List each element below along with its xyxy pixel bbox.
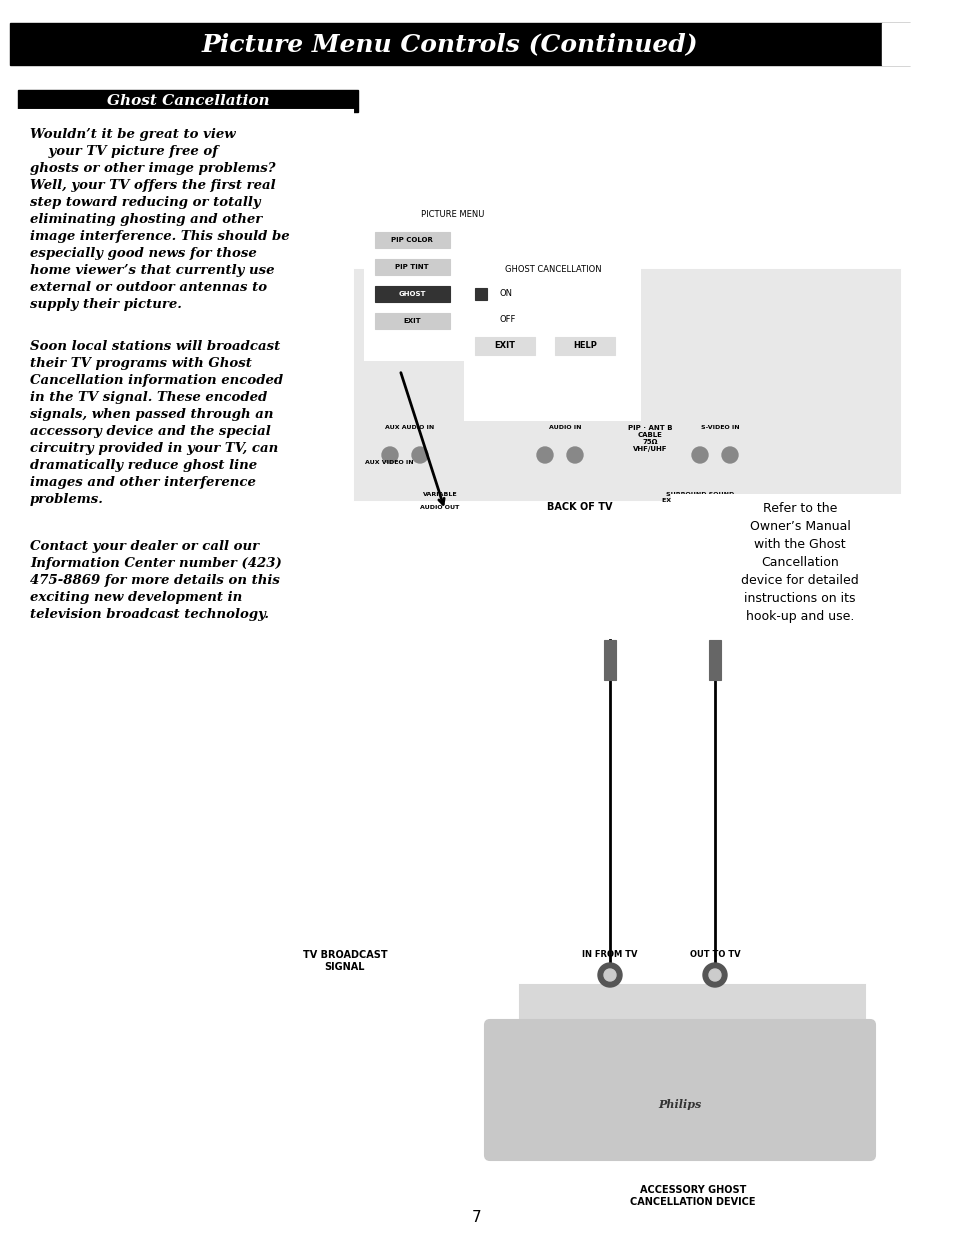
Text: AUX AUDIO IN: AUX AUDIO IN — [385, 425, 435, 430]
Text: HELP: HELP — [573, 342, 597, 351]
Text: Contact your dealer or call our
Information Center number (423)
475-8869 for mor: Contact your dealer or call our Informat… — [30, 540, 281, 621]
Text: AUDIO IN: AUDIO IN — [548, 425, 580, 430]
Bar — [708, 640, 720, 680]
Circle shape — [691, 447, 707, 463]
Text: OFF: OFF — [499, 315, 516, 324]
Circle shape — [381, 447, 397, 463]
Bar — [365, 195, 539, 359]
Bar — [10, 23, 909, 65]
Text: BACK OF TV: BACK OF TV — [547, 501, 612, 513]
Text: Picture Menu Controls (Continued): Picture Menu Controls (Continued) — [201, 32, 698, 56]
Bar — [18, 90, 357, 112]
Circle shape — [708, 969, 720, 981]
Circle shape — [702, 963, 726, 987]
Text: GHOST CANCELLATION: GHOST CANCELLATION — [504, 266, 600, 274]
Bar — [519, 986, 864, 1140]
Text: Wouldn’t it be great to view
    your TV picture free of
ghosts or other image p: Wouldn’t it be great to view your TV pic… — [30, 128, 290, 311]
Bar — [375, 312, 450, 329]
Text: PICTURE MENU: PICTURE MENU — [421, 210, 484, 219]
Bar — [882, 23, 919, 65]
Bar — [475, 312, 486, 325]
Text: PIP · ANT B
CABLE
75Ω
VHF/UHF: PIP · ANT B CABLE 75Ω VHF/UHF — [627, 425, 672, 452]
Text: PIP COLOR: PIP COLOR — [391, 237, 433, 243]
Text: VARIABLE: VARIABLE — [422, 492, 456, 496]
Circle shape — [537, 447, 553, 463]
Text: GHOST: GHOST — [397, 291, 425, 296]
Bar — [555, 337, 615, 354]
Circle shape — [603, 969, 616, 981]
Bar — [464, 254, 639, 420]
Text: PIP TINT: PIP TINT — [395, 264, 428, 270]
Circle shape — [721, 447, 738, 463]
Text: Philips: Philips — [658, 1099, 700, 1110]
Bar — [603, 640, 616, 680]
Text: 7: 7 — [472, 1210, 481, 1225]
Bar — [475, 337, 535, 354]
Text: OUT TO TV: OUT TO TV — [689, 950, 740, 960]
Bar — [375, 259, 450, 275]
Text: ON: ON — [499, 289, 513, 299]
Text: AUDIO OUT: AUDIO OUT — [420, 505, 459, 510]
Text: S-VIDEO IN: S-VIDEO IN — [700, 425, 739, 430]
FancyBboxPatch shape — [484, 1020, 874, 1160]
Text: TV BROADCAST
SIGNAL: TV BROADCAST SIGNAL — [302, 950, 387, 972]
Text: IN FROM TV: IN FROM TV — [581, 950, 638, 960]
Text: ACCESSORY GHOST
CANCELLATION DEVICE: ACCESSORY GHOST CANCELLATION DEVICE — [630, 1186, 755, 1207]
Bar — [375, 287, 450, 303]
Circle shape — [598, 963, 621, 987]
Text: SURROUND SOUND
EXTERNAL SPEAKERS: SURROUND SOUND EXTERNAL SPEAKERS — [661, 492, 737, 503]
Bar — [18, 110, 353, 690]
Bar — [885, 26, 915, 62]
Bar — [475, 288, 486, 300]
Text: EXIT: EXIT — [494, 342, 515, 351]
Bar — [355, 270, 899, 500]
Text: EXIT: EXIT — [403, 317, 420, 324]
Circle shape — [412, 447, 428, 463]
Text: Refer to the
Owner’s Manual
with the Ghost
Cancellation
device for detailed
inst: Refer to the Owner’s Manual with the Gho… — [740, 501, 858, 622]
Text: Soon local stations will broadcast
their TV programs with Ghost
Cancellation inf: Soon local stations will broadcast their… — [30, 340, 283, 506]
Text: AUX VIDEO IN: AUX VIDEO IN — [365, 459, 414, 466]
Bar — [375, 232, 450, 248]
Text: Ghost Cancellation: Ghost Cancellation — [107, 94, 269, 107]
Circle shape — [566, 447, 582, 463]
Bar — [671, 495, 926, 640]
